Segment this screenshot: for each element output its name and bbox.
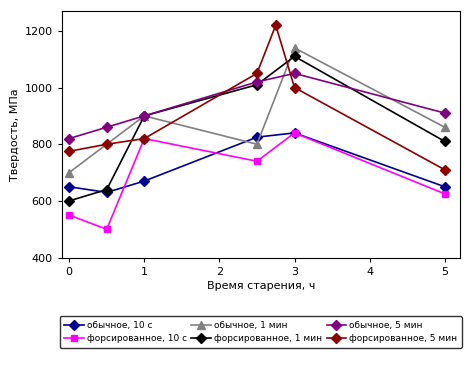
форсированное, 1 мин [66, 199, 72, 203]
обычное, 5 мин [442, 111, 447, 115]
обычное, 5 мин [141, 114, 147, 118]
обычное, 10 с [292, 131, 297, 135]
обычное, 10 с [104, 190, 109, 195]
Line: обычное, 1 мин: обычное, 1 мин [65, 44, 449, 177]
форсированное, 10 с [292, 131, 297, 135]
обычное, 1 мин [66, 170, 72, 175]
форсированное, 1 мин [292, 54, 297, 59]
обычное, 10 с [141, 179, 147, 183]
форсированное, 1 мин [141, 114, 147, 118]
обычное, 5 мин [66, 137, 72, 141]
обычное, 1 мин [442, 125, 447, 130]
обычное, 1 мин [254, 142, 260, 146]
Line: форсированное, 10 с: форсированное, 10 с [66, 130, 448, 233]
Line: форсированное, 1 мин: форсированное, 1 мин [66, 53, 448, 204]
Line: обычное, 10 с: обычное, 10 с [66, 130, 448, 196]
обычное, 10 с [442, 184, 447, 189]
обычное, 10 с [254, 135, 260, 139]
форсированное, 10 с [254, 159, 260, 163]
форсированное, 5 мин [66, 149, 72, 153]
форсированное, 1 мин [442, 139, 447, 144]
Y-axis label: Твердость, МПа: Твердость, МПа [10, 88, 20, 181]
обычное, 1 мин [141, 114, 147, 118]
форсированное, 10 с [66, 213, 72, 217]
форсированное, 5 мин [292, 85, 297, 90]
форсированное, 10 с [104, 227, 109, 231]
обычное, 5 мин [104, 125, 109, 130]
Legend: обычное, 10 с, форсированное, 10 с, обычное, 1 мин, форсированное, 1 мин, обычно: обычное, 10 с, форсированное, 10 с, обыч… [60, 316, 462, 348]
Line: обычное, 5 мин: обычное, 5 мин [66, 70, 448, 142]
форсированное, 10 с [141, 137, 147, 141]
форсированное, 5 мин [141, 137, 147, 141]
форсированное, 5 мин [254, 71, 260, 75]
форсированное, 1 мин [254, 82, 260, 87]
форсированное, 5 мин [104, 142, 109, 146]
обычное, 5 мин [254, 80, 260, 84]
Line: форсированное, 5 мин: форсированное, 5 мин [66, 22, 448, 173]
X-axis label: Время старения, ч: Время старения, ч [207, 281, 315, 291]
форсированное, 5 мин [273, 23, 279, 28]
форсированное, 5 мин [442, 167, 447, 172]
форсированное, 10 с [442, 192, 447, 196]
форсированное, 1 мин [104, 187, 109, 192]
обычное, 5 мин [292, 71, 297, 75]
обычное, 10 с [66, 184, 72, 189]
обычное, 1 мин [292, 46, 297, 50]
